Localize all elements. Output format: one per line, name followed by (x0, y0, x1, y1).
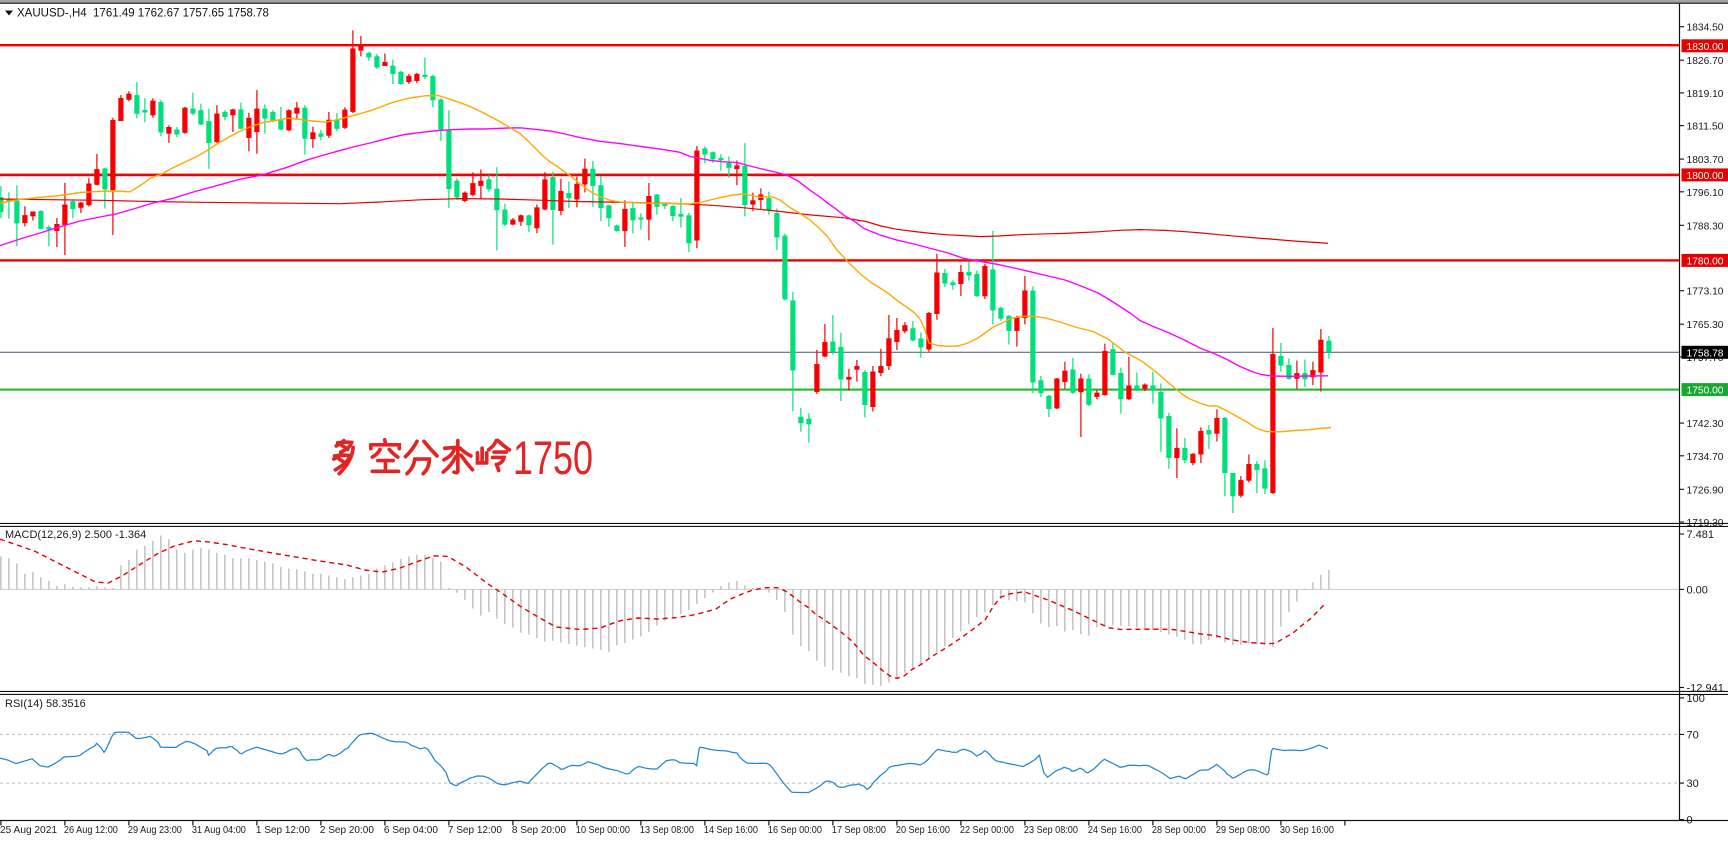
svg-text:100: 100 (1687, 693, 1705, 705)
svg-text:7 Sep 12:00: 7 Sep 12:00 (448, 824, 502, 836)
svg-text:1742.30: 1742.30 (1687, 418, 1724, 430)
svg-text:30: 30 (1687, 778, 1699, 790)
svg-text:1734.70: 1734.70 (1687, 451, 1724, 463)
svg-text:1750.00: 1750.00 (1687, 385, 1724, 397)
svg-text:1834.50: 1834.50 (1687, 22, 1724, 34)
svg-text:10 Sep 00:00: 10 Sep 00:00 (576, 824, 630, 836)
svg-text:1819.10: 1819.10 (1687, 88, 1724, 100)
svg-text:70: 70 (1687, 729, 1699, 741)
svg-text:24 Sep 16:00: 24 Sep 16:00 (1088, 824, 1142, 836)
svg-text:1788.30: 1788.30 (1687, 220, 1724, 232)
svg-text:22 Sep 00:00: 22 Sep 00:00 (960, 824, 1014, 836)
svg-text:1830.00: 1830.00 (1687, 41, 1724, 53)
svg-text:1800.00: 1800.00 (1687, 170, 1724, 182)
svg-text:23 Sep 08:00: 23 Sep 08:00 (1024, 824, 1078, 836)
svg-text:30 Sep 16:00: 30 Sep 16:00 (1280, 824, 1334, 836)
svg-text:1 Sep 12:00: 1 Sep 12:00 (256, 824, 310, 836)
svg-text:14 Sep 16:00: 14 Sep 16:00 (704, 824, 758, 836)
svg-text:31 Aug 04:00: 31 Aug 04:00 (192, 824, 246, 836)
svg-text:6 Sep 04:00: 6 Sep 04:00 (384, 824, 438, 836)
svg-text:28 Sep 00:00: 28 Sep 00:00 (1152, 824, 1206, 836)
svg-text:0: 0 (1687, 815, 1693, 827)
svg-text:13 Sep 08:00: 13 Sep 08:00 (640, 824, 694, 836)
svg-text:1796.10: 1796.10 (1687, 187, 1724, 199)
svg-text:1811.50: 1811.50 (1687, 121, 1724, 133)
svg-text:1773.10: 1773.10 (1687, 286, 1724, 298)
svg-text:8 Sep 20:00: 8 Sep 20:00 (512, 824, 566, 836)
svg-text:16 Sep 00:00: 16 Sep 00:00 (768, 824, 822, 836)
svg-text:1765.30: 1765.30 (1687, 319, 1724, 331)
svg-text:25 Aug 2021: 25 Aug 2021 (0, 824, 57, 836)
svg-text:17 Sep 08:00: 17 Sep 08:00 (832, 824, 886, 836)
svg-text:2 Sep 20:00: 2 Sep 20:00 (320, 824, 374, 836)
svg-text:MACD(12,26,9) 2.500 -1.364: MACD(12,26,9) 2.500 -1.364 (5, 529, 146, 541)
svg-text:20 Sep 16:00: 20 Sep 16:00 (896, 824, 950, 836)
svg-text:1726.90: 1726.90 (1687, 484, 1724, 496)
svg-text:1780.00: 1780.00 (1687, 255, 1724, 267)
svg-text:1750: 1750 (513, 431, 593, 484)
svg-text:1719.30: 1719.30 (1687, 517, 1724, 529)
svg-text:7.481: 7.481 (1687, 529, 1715, 541)
svg-text:26 Aug 12:00: 26 Aug 12:00 (64, 824, 118, 836)
svg-text:29 Aug 23:00: 29 Aug 23:00 (128, 824, 182, 836)
svg-text:0.00: 0.00 (1687, 584, 1708, 596)
svg-text:1758.78: 1758.78 (1687, 347, 1724, 359)
svg-text:XAUUSD-,H4 1761.49 1762.67 17: XAUUSD-,H4 1761.49 1762.67 1757.65 1758.… (17, 8, 269, 20)
svg-text:1826.70: 1826.70 (1687, 55, 1724, 67)
svg-text:1803.70: 1803.70 (1687, 154, 1724, 166)
svg-text:RSI(14) 58.3516: RSI(14) 58.3516 (5, 698, 86, 710)
svg-text:29 Sep 08:00: 29 Sep 08:00 (1216, 824, 1270, 836)
